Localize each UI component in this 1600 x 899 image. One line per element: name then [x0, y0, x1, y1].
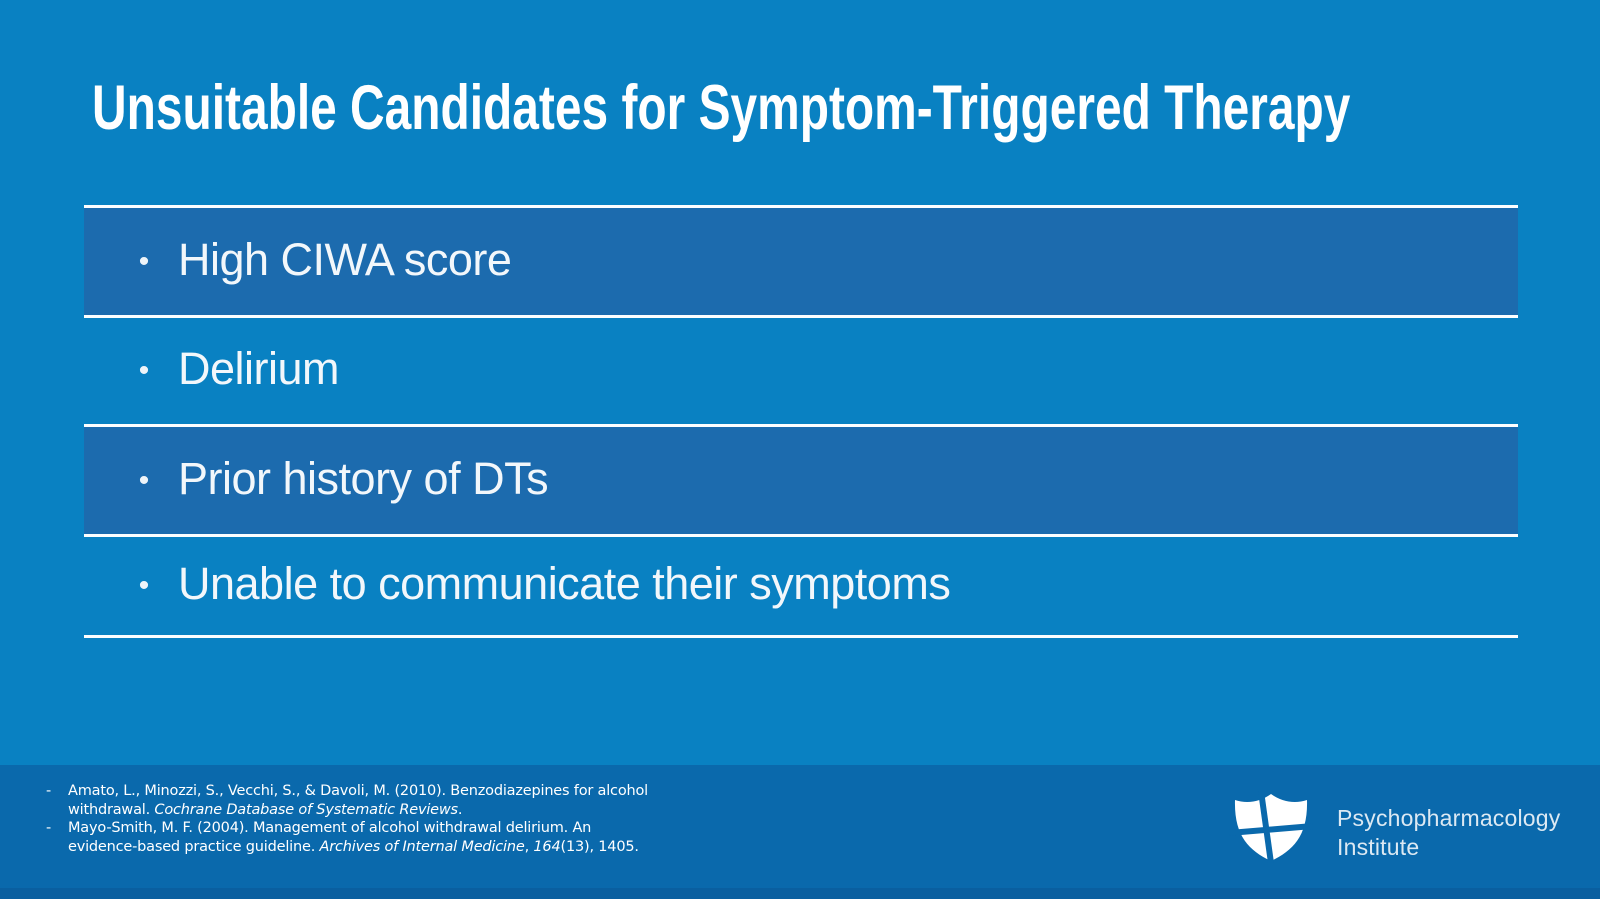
bullet-icon: •: [138, 354, 150, 387]
bullet-icon: •: [138, 569, 150, 602]
reference-item: - Amato, L., Minozzi, S., Vecchi, S., & …: [46, 782, 648, 819]
bullet-icon: •: [138, 463, 150, 497]
table-row: • Unable to communicate their symptoms: [84, 534, 1518, 635]
table-row: • High CIWA score: [84, 205, 1518, 315]
slide-title: Unsuitable Candidates for Symptom-Trigge…: [92, 73, 1351, 143]
table-row: • Delirium: [84, 315, 1518, 424]
reference-item: - Mayo-Smith, M. F. (2004). Management o…: [46, 819, 648, 856]
reference-dash: -: [46, 783, 52, 799]
bullet-label: High CIWA score: [178, 233, 512, 285]
bullet-table: • High CIWA score • Delirium • Prior his…: [84, 205, 1518, 638]
bullet-label: Delirium: [178, 343, 340, 394]
reference-text: Mayo-Smith, M. F. (2004). Management of …: [68, 820, 639, 855]
bullet-icon: •: [138, 244, 150, 278]
shield-cross-icon: [1229, 791, 1313, 863]
reference-text: Amato, L., Minozzi, S., Vecchi, S., & Da…: [68, 783, 648, 818]
logo-name: Psychopharmacology Institute: [1337, 805, 1561, 860]
footer-band: - Amato, L., Minozzi, S., Vecchi, S., & …: [0, 765, 1600, 899]
bullet-label: Unable to communicate their symptoms: [178, 558, 951, 609]
table-row: • Prior history of DTs: [84, 424, 1518, 534]
reference-dash: -: [46, 820, 52, 836]
references-list: - Amato, L., Minozzi, S., Vecchi, S., & …: [46, 782, 648, 856]
bullet-label: Prior history of DTs: [178, 452, 549, 504]
institute-logo: Psychopharmacology Institute: [1229, 791, 1560, 863]
footer-bottom-strip: [0, 888, 1600, 899]
